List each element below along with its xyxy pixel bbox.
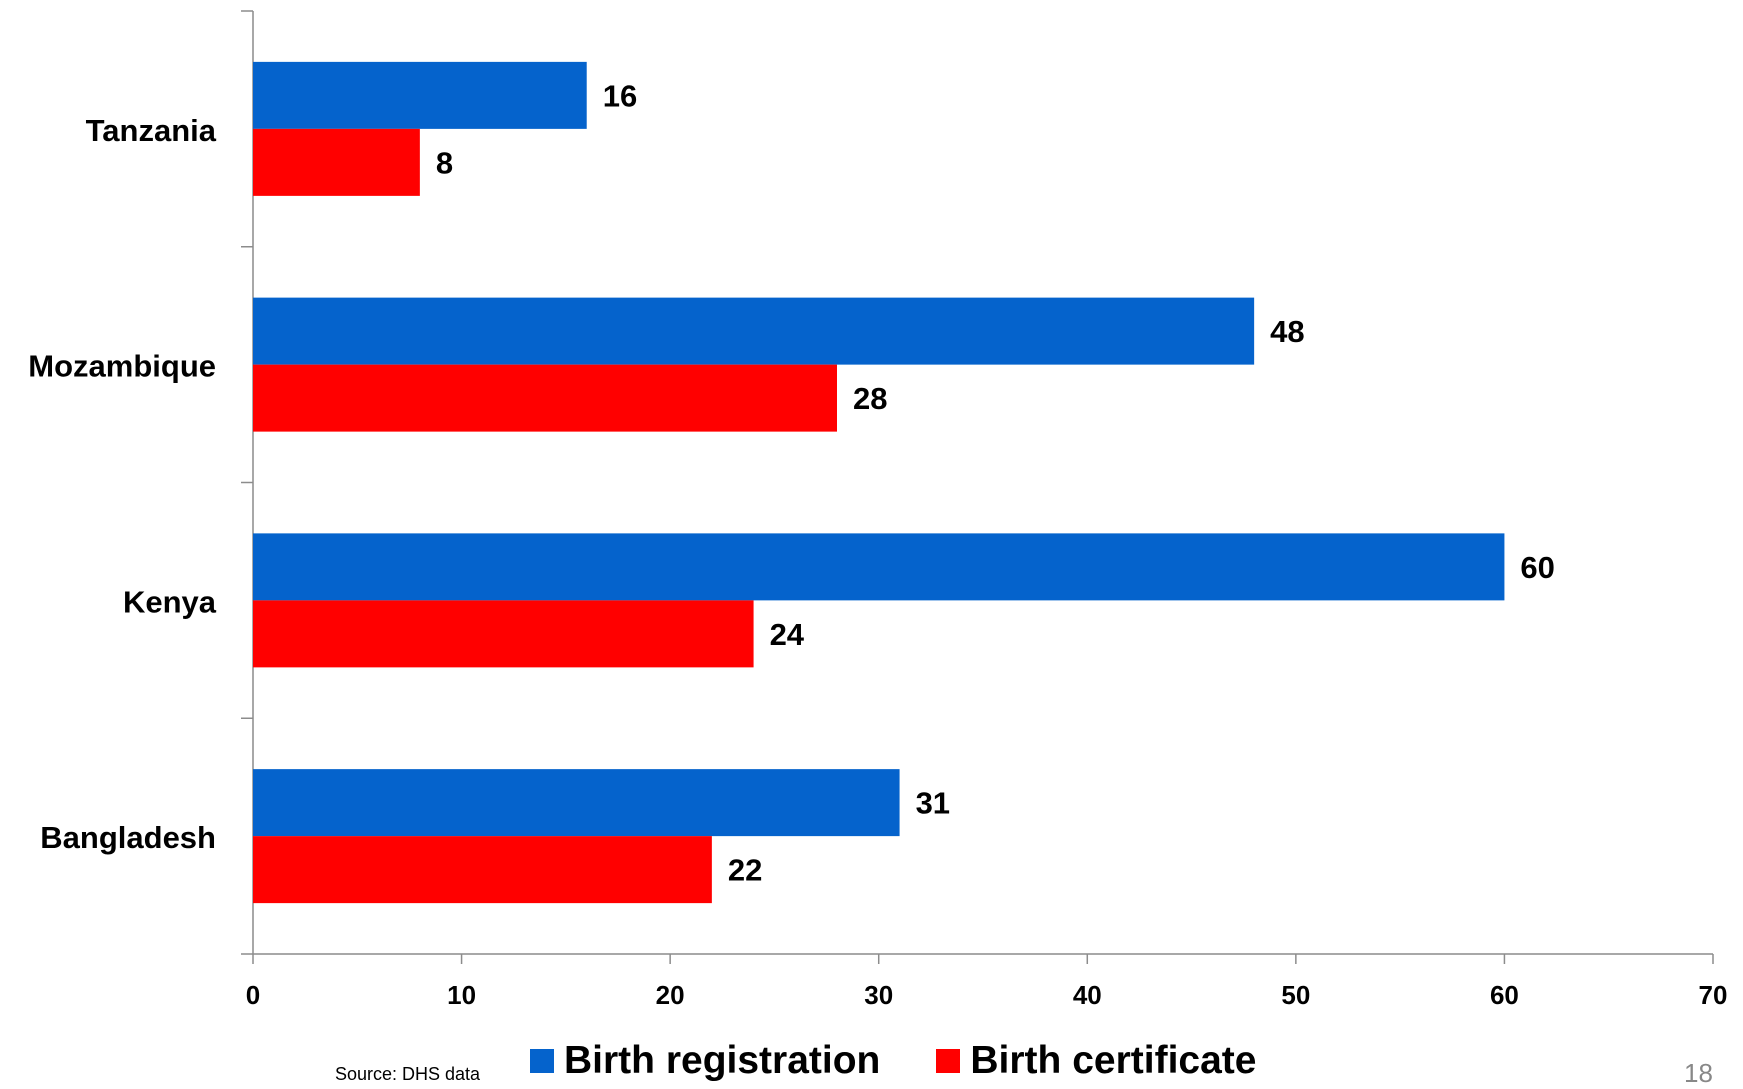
bar-birth-registration-mozambique: [253, 297, 1255, 365]
data-label-birth-registration-tanzania: 16: [603, 78, 637, 113]
x-tick-label: 10: [447, 980, 476, 1010]
x-tick-label: 50: [1281, 980, 1310, 1010]
x-tick-label: 40: [1073, 980, 1102, 1010]
bar-birth-certificate-kenya: [253, 600, 754, 668]
legend-item-birth-certificate: Birth certificate: [936, 1039, 1256, 1083]
data-label-birth-certificate-mozambique: 28: [853, 381, 887, 416]
legend-item-birth-registration: Birth registration: [530, 1039, 880, 1083]
data-label-birth-registration-bangladesh: 31: [916, 786, 950, 821]
bar-birth-registration-tanzania: [253, 61, 587, 129]
legend-swatch-birth-certificate: [936, 1049, 961, 1073]
data-label-birth-registration-mozambique: 48: [1270, 314, 1304, 349]
legend-label-birth-registration: Birth registration: [564, 1039, 881, 1082]
x-tick-label: 70: [1699, 980, 1728, 1010]
bar-birth-certificate-tanzania: [253, 128, 420, 196]
x-tick-label: 0: [246, 980, 260, 1010]
legend: Birth registration Birth certificate: [530, 1039, 1256, 1083]
x-tick-label: 30: [864, 980, 893, 1010]
data-label-birth-certificate-kenya: 24: [770, 617, 805, 652]
source-note: Source: DHS data: [335, 1064, 481, 1084]
bar-birth-registration-kenya: [253, 533, 1505, 601]
x-tick-label: 20: [656, 980, 685, 1010]
bar-birth-registration-bangladesh: [253, 769, 900, 837]
category-label-kenya: Kenya: [123, 584, 217, 619]
category-label-mozambique: Mozambique: [28, 349, 216, 384]
category-label-bangladesh: Bangladesh: [40, 820, 216, 855]
legend-label-birth-certificate: Birth certificate: [970, 1039, 1257, 1082]
data-label-birth-certificate-tanzania: 8: [436, 145, 453, 180]
legend-swatch-birth-registration: [530, 1049, 554, 1073]
slide-number: 18: [1684, 1058, 1713, 1088]
data-label-birth-certificate-bangladesh: 22: [728, 853, 762, 888]
bar-birth-certificate-mozambique: [253, 364, 837, 432]
bar-birth-certificate-bangladesh: [253, 836, 712, 904]
data-label-birth-registration-kenya: 60: [1520, 550, 1554, 585]
x-tick-label: 60: [1490, 980, 1519, 1010]
category-label-tanzania: Tanzania: [86, 113, 217, 148]
